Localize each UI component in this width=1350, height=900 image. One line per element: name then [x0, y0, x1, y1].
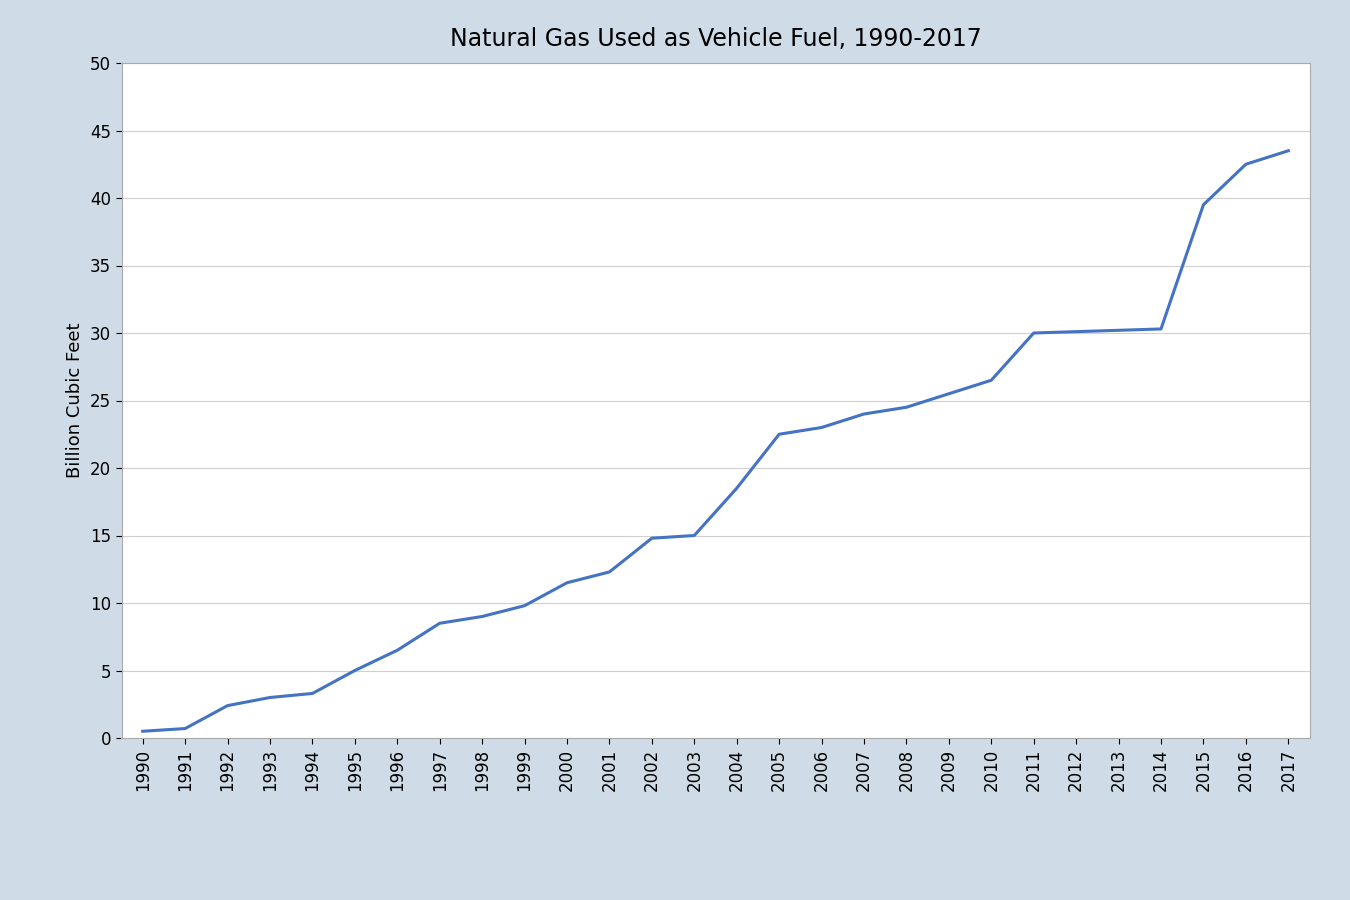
Title: Natural Gas Used as Vehicle Fuel, 1990-2017: Natural Gas Used as Vehicle Fuel, 1990-2…: [450, 27, 981, 51]
Y-axis label: Billion Cubic Feet: Billion Cubic Feet: [66, 323, 85, 478]
